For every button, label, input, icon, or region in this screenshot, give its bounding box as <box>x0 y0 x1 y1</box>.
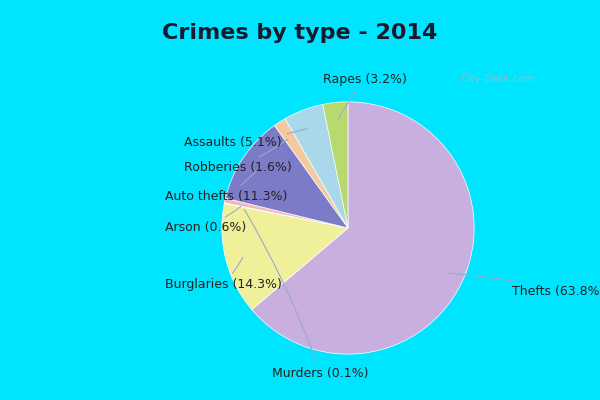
Wedge shape <box>252 102 474 354</box>
Text: Murders (0.1%): Murders (0.1%) <box>244 209 369 380</box>
Text: Robberies (1.6%): Robberies (1.6%) <box>184 140 292 174</box>
Wedge shape <box>224 203 348 228</box>
Text: Arson (0.6%): Arson (0.6%) <box>165 206 247 234</box>
Text: Burglaries (14.3%): Burglaries (14.3%) <box>165 258 282 291</box>
Wedge shape <box>222 204 348 310</box>
Text: Thefts (63.8%): Thefts (63.8%) <box>448 273 600 298</box>
Wedge shape <box>274 119 348 228</box>
Wedge shape <box>224 198 348 228</box>
Text: Crimes by type - 2014: Crimes by type - 2014 <box>163 23 437 43</box>
Text: Assaults (5.1%): Assaults (5.1%) <box>184 128 307 149</box>
Wedge shape <box>285 104 348 228</box>
Wedge shape <box>226 126 348 228</box>
Text: Rapes (3.2%): Rapes (3.2%) <box>323 73 407 119</box>
Wedge shape <box>323 102 348 228</box>
Text: City-Data.com: City-Data.com <box>460 74 535 84</box>
Text: Auto thefts (11.3%): Auto thefts (11.3%) <box>165 170 287 203</box>
